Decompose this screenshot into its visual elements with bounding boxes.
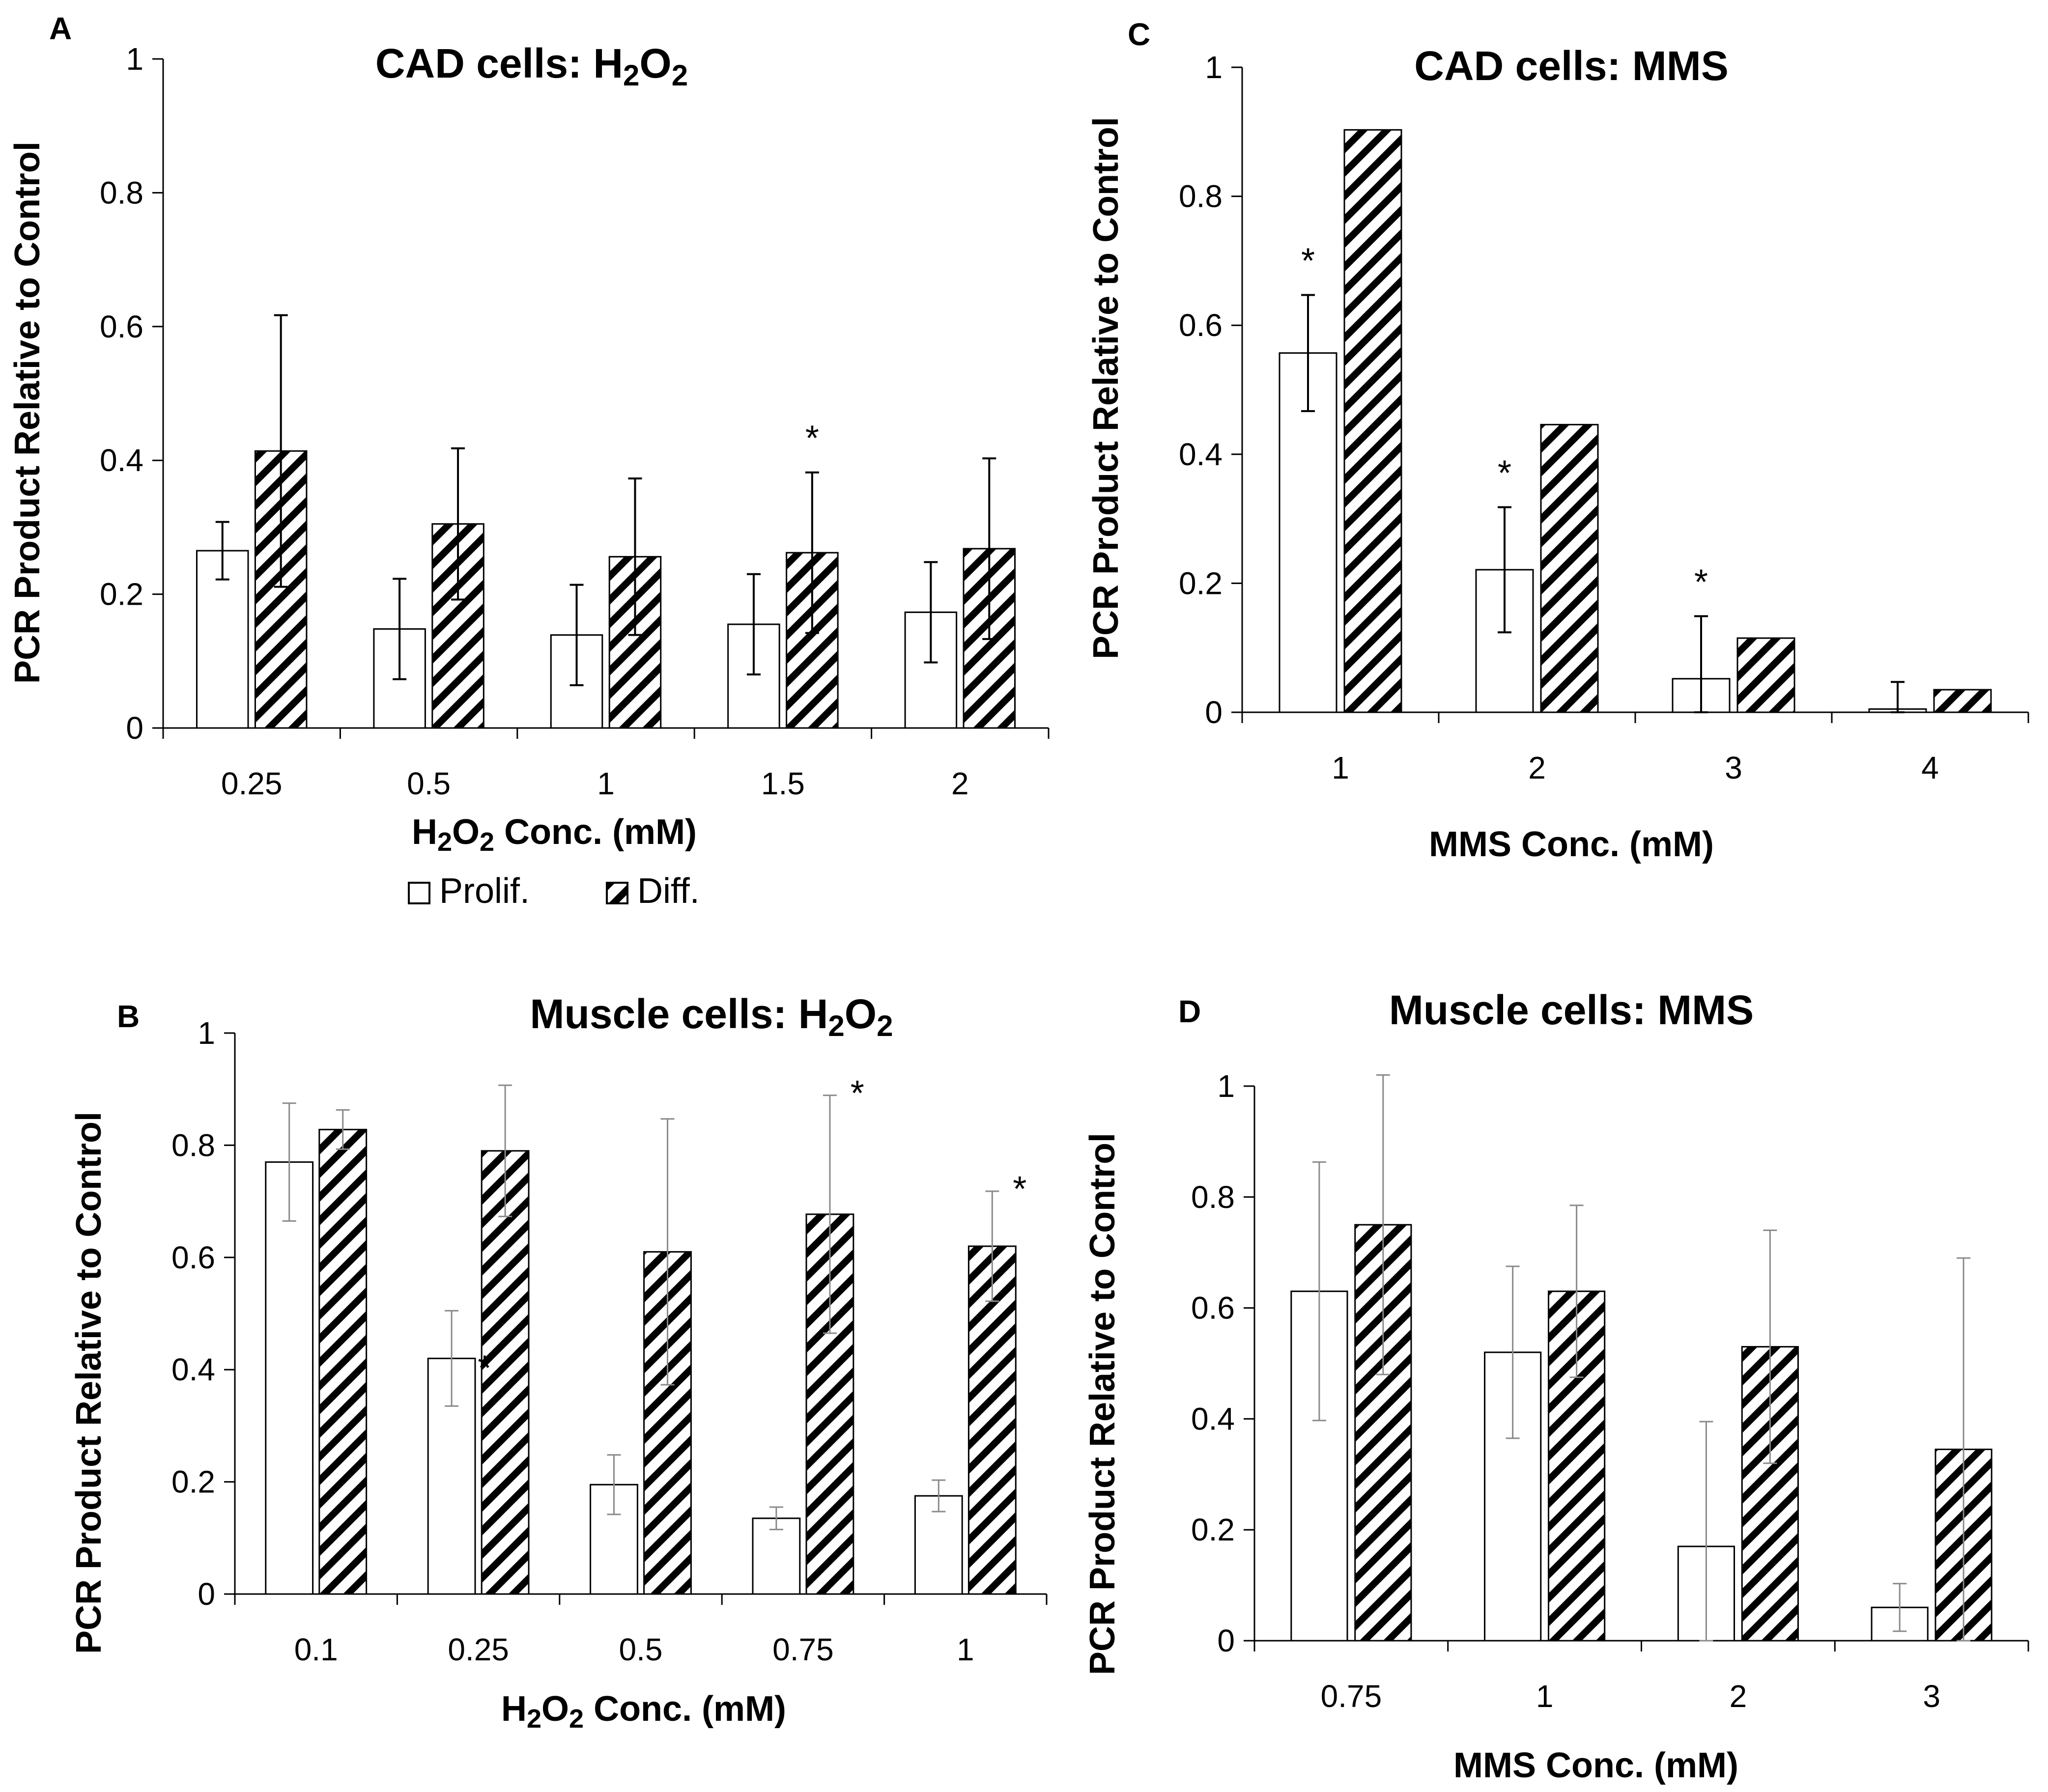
- x-tick-label: 1: [957, 1632, 974, 1667]
- x-tick-label: 0.1: [294, 1632, 338, 1667]
- plot-area-b: 0 0.2 0.4 0.6 0.8 1 0.1 0.25 0.5 0.75 1 * * *: [171, 1015, 1048, 1667]
- legend-label-prolif: Prolif.: [439, 871, 530, 911]
- y-tick-label: 0.4: [1191, 1401, 1235, 1436]
- panel-b: B Muscle cells: H2O2 PCR Product Relativ…: [69, 991, 1048, 1734]
- legend: Prolif. Diff.: [408, 871, 700, 911]
- y-tick-label: 0.8: [1191, 1179, 1235, 1215]
- y-tick-label: 0: [198, 1576, 215, 1612]
- x-tick-label: 1: [1332, 750, 1349, 785]
- x-axis-label-b: H2O2 Conc. (mM): [501, 1689, 786, 1734]
- bar-prolif: [265, 1161, 314, 1595]
- plot-area-d: 0 0.2 0.4 0.6 0.8 1 0.75 1 2 3: [1191, 1068, 2029, 1714]
- y-tick-label: 0.2: [1179, 565, 1223, 601]
- significance-star: *: [851, 1074, 864, 1113]
- x-tick-label: 1.5: [761, 766, 805, 801]
- bar-diff: [967, 1245, 1017, 1595]
- y-tick-label: 0.2: [100, 577, 143, 612]
- y-tick-label: 1: [1217, 1068, 1235, 1104]
- panel-letter-a: A: [49, 11, 72, 46]
- legend-swatch-prolif: [408, 882, 430, 904]
- x-tick-label: 0.75: [772, 1632, 834, 1667]
- y-tick-label: 0.6: [1179, 308, 1223, 343]
- legend-label-diff: Diff.: [637, 871, 700, 911]
- y-tick-label: 0.2: [1191, 1512, 1235, 1547]
- chart-title-d: Muscle cells: MMS: [1389, 987, 1754, 1033]
- y-tick-label: 0.8: [171, 1127, 215, 1163]
- y-tick-label: 1: [1205, 50, 1223, 85]
- x-tick-label: 0.25: [448, 1632, 509, 1667]
- bar-diff: [1343, 129, 1402, 713]
- significance-star: *: [1013, 1170, 1026, 1209]
- y-axis-label-c: PCR Product Relative to Control: [1086, 117, 1126, 659]
- y-tick-label: 1: [126, 41, 143, 77]
- bar-prolif: [1279, 352, 1337, 713]
- x-tick-label: 0.75: [1321, 1679, 1382, 1714]
- y-tick-label: 0.8: [100, 175, 143, 210]
- x-tick-label: 1: [597, 766, 615, 801]
- panel-a: A CAD cells: H2O2 PCR Product Relative t…: [8, 11, 1050, 857]
- x-tick-label: 0.5: [407, 766, 451, 801]
- x-tick-label: 2: [1528, 750, 1546, 785]
- y-axis-label-b: PCR Product Relative to Control: [69, 1112, 109, 1654]
- plot-area-a: 0 0.2 0.4 0.6 0.8 1 0.25 0.5 1 1.5 2 *: [100, 41, 1050, 801]
- chart-title-a: CAD cells: H2O2: [375, 40, 688, 92]
- y-axis-label-a: PCR Product Relative to Control: [8, 141, 47, 684]
- x-tick-label: 0.5: [619, 1632, 663, 1667]
- y-tick-label: 1: [198, 1015, 215, 1051]
- y-tick-label: 0.4: [100, 443, 143, 478]
- bar-diff: [318, 1128, 368, 1595]
- panel-d: D Muscle cells: MMS PCR Product Relative…: [1083, 987, 2029, 1785]
- bar-diff: [1736, 637, 1795, 713]
- panel-letter-c: C: [1128, 17, 1150, 52]
- y-tick-label: 0.4: [1179, 437, 1223, 472]
- significance-star: *: [1301, 241, 1315, 280]
- chart-title-b: Muscle cells: H2O2: [530, 991, 893, 1042]
- chart-title-c: CAD cells: MMS: [1414, 43, 1728, 89]
- panel-letter-d: D: [1178, 994, 1201, 1029]
- y-axis-label-d: PCR Product Relative to Control: [1083, 1133, 1122, 1675]
- bar-diff: [1933, 689, 1992, 713]
- significance-star: *: [478, 1349, 491, 1388]
- y-tick-label: 0.2: [171, 1464, 215, 1500]
- y-tick-label: 0: [126, 710, 143, 746]
- x-tick-label: 2: [1730, 1679, 1747, 1714]
- x-tick-label: 0.25: [221, 766, 283, 801]
- y-tick-label: 0.8: [1179, 179, 1223, 214]
- y-tick-label: 0.6: [100, 309, 143, 344]
- x-tick-label: 4: [1921, 750, 1939, 785]
- panel-c: C CAD cells: MMS PCR Product Relative to…: [1086, 17, 2029, 864]
- significance-star: *: [1498, 453, 1511, 493]
- y-tick-label: 0.6: [1191, 1290, 1235, 1326]
- x-axis-label-c: MMS Conc. (mM): [1429, 825, 1714, 864]
- x-tick-label: 1: [1536, 1679, 1554, 1714]
- x-tick-label: 3: [1725, 750, 1742, 785]
- x-axis-label-d: MMS Conc. (mM): [1453, 1746, 1738, 1785]
- y-tick-label: 0.4: [171, 1352, 215, 1387]
- significance-star: *: [1694, 562, 1708, 602]
- y-tick-label: 0.6: [171, 1240, 215, 1275]
- x-tick-label: 2: [951, 766, 969, 801]
- y-tick-label: 0: [1217, 1623, 1235, 1658]
- x-tick-label: 3: [1923, 1679, 1940, 1714]
- y-tick-label: 0: [1205, 695, 1223, 730]
- significance-star: *: [805, 419, 819, 458]
- bar-diff: [1540, 423, 1599, 713]
- plot-area-c: 0 0.2 0.4 0.6 0.8 1 1 2 3 4 * * *: [1179, 50, 2029, 785]
- x-axis-label-a: H2O2 Conc. (mM): [412, 812, 697, 857]
- panel-letter-b: B: [117, 999, 140, 1034]
- legend-swatch-diff: [606, 882, 628, 904]
